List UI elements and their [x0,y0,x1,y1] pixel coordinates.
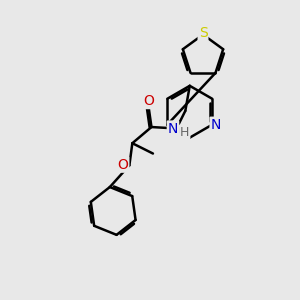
Text: O: O [143,94,154,108]
Text: S: S [199,26,207,40]
Text: O: O [118,158,128,172]
Text: N: N [211,118,221,132]
Text: N: N [168,122,178,136]
Text: H: H [180,125,189,139]
